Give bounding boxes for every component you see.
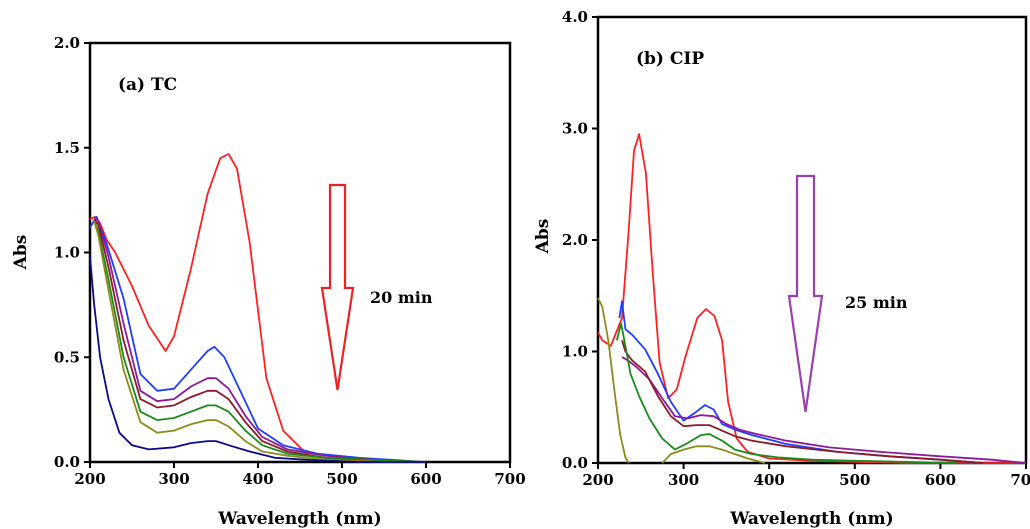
y-tick-label: 0.0 — [562, 454, 588, 472]
x-tick-label: 500 — [326, 470, 357, 488]
panel-a-title: (a) TC — [118, 75, 177, 95]
panel-a-tc: 0.0 0.5 1.0 1.5 2.0 200 300 400 500 600 700 (a) T… — [11, 34, 526, 529]
panel-b-curves — [597, 133, 1027, 464]
x-tick-label: 300 — [158, 470, 189, 488]
series-line-3 — [621, 356, 1027, 464]
x-tick-label: 400 — [754, 471, 785, 489]
series-line-3 — [93, 216, 427, 463]
panel-a-y-axis-label: Abs — [11, 235, 31, 271]
panel-a-curves — [89, 153, 427, 463]
x-tick-label: 600 — [410, 470, 441, 488]
panel-a-time-label: 20 min — [370, 288, 433, 307]
down-arrow-icon — [787, 174, 824, 413]
y-tick-label: 0.0 — [54, 453, 80, 471]
panel-a-y-ticks: 0.0 0.5 1.0 1.5 2.0 — [54, 34, 90, 471]
panel-b-time-label: 25 min — [845, 293, 908, 312]
x-tick-label: 600 — [925, 471, 956, 489]
series-line-6 — [597, 297, 630, 464]
series-line-5 — [615, 322, 958, 464]
panel-a-x-axis-label: Wavelength (nm) — [217, 509, 381, 529]
y-tick-label: 2.0 — [54, 34, 80, 52]
y-tick-label: 1.5 — [54, 139, 80, 157]
y-tick-label: 1.0 — [562, 343, 588, 361]
x-tick-label: 200 — [74, 470, 105, 488]
x-tick-label: 500 — [839, 471, 870, 489]
x-tick-label: 700 — [494, 470, 525, 488]
series-line-5 — [93, 220, 427, 463]
x-tick-label: 400 — [242, 470, 273, 488]
x-tick-label: 300 — [668, 471, 699, 489]
panel-b-cip: 0.0 1.0 2.0 3.0 4.0 200 300 400 500 600 700 (b) C… — [533, 8, 1030, 529]
panel-b-y-ticks: 0.0 1.0 2.0 3.0 4.0 — [562, 8, 598, 472]
x-tick-label: 700 — [1010, 471, 1030, 489]
y-tick-label: 0.5 — [54, 348, 80, 366]
y-tick-label: 3.0 — [562, 120, 588, 138]
series-line-6 — [93, 220, 426, 463]
series-line-4 — [621, 340, 984, 464]
panel-b-y-axis-label: Abs — [533, 219, 553, 255]
series-line-4 — [93, 218, 427, 463]
series-line-2 — [89, 216, 427, 463]
y-tick-label: 1.0 — [54, 244, 80, 262]
panel-a-x-ticks: 200 300 400 500 600 700 — [74, 462, 526, 488]
panel-b-title: (b) CIP — [636, 49, 704, 69]
down-arrow-icon — [320, 183, 355, 391]
series-line-1 — [89, 153, 427, 463]
x-tick-label: 200 — [582, 471, 613, 489]
panel-b-x-ticks: 200 300 400 500 600 700 — [582, 463, 1030, 489]
series-line-7 — [89, 256, 426, 463]
panel-b-x-axis-label: Wavelength (nm) — [729, 509, 893, 529]
series-line-7 — [661, 445, 766, 464]
y-tick-label: 2.0 — [562, 231, 588, 249]
y-tick-label: 4.0 — [562, 8, 588, 26]
series-line-1 — [597, 133, 1026, 464]
